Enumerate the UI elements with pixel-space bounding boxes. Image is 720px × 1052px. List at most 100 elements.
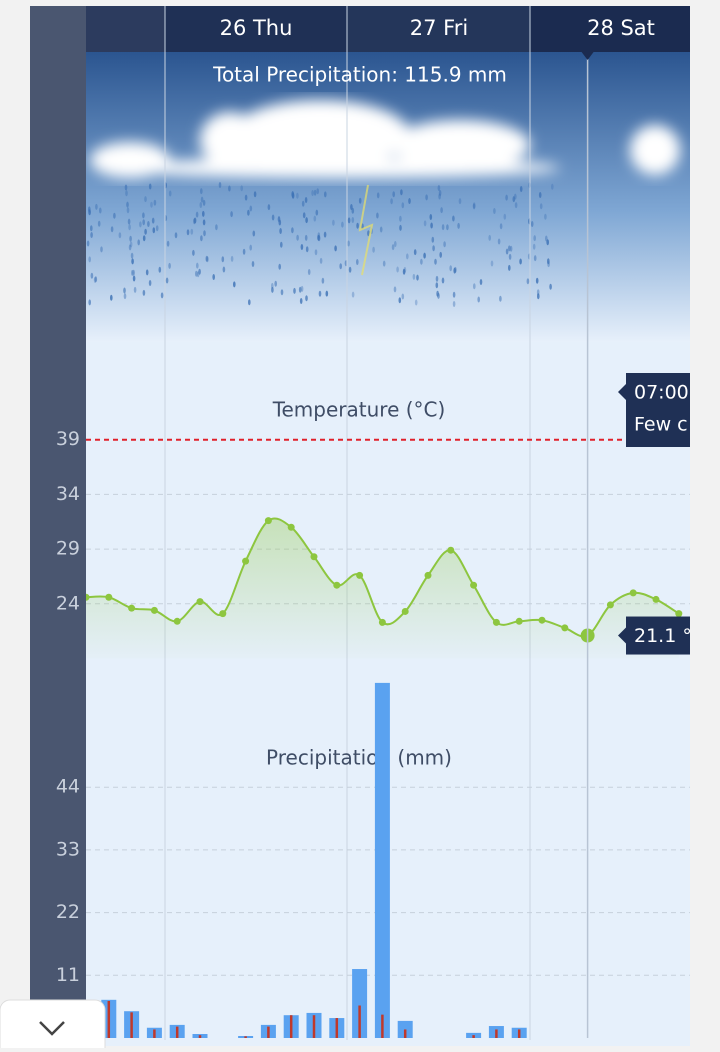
raindrop xyxy=(142,219,145,226)
raindrop xyxy=(218,182,222,188)
precipitation-sub-bar xyxy=(130,1012,133,1038)
raindrop xyxy=(314,249,318,256)
raindrop xyxy=(212,274,215,280)
raindrop xyxy=(249,205,253,212)
precipitation-sub-bar xyxy=(403,1029,407,1038)
raindrop xyxy=(493,208,496,214)
temperature-point xyxy=(173,617,181,625)
raindrop xyxy=(90,272,94,279)
raindrop xyxy=(202,219,206,226)
raindrop xyxy=(152,227,156,234)
sky xyxy=(86,52,690,342)
temperature-point xyxy=(561,624,569,632)
raindrop xyxy=(291,191,295,198)
raindrop xyxy=(509,245,513,252)
raindrop xyxy=(402,268,406,275)
raindrop xyxy=(247,209,250,216)
y-tick-label: 22 xyxy=(56,901,80,923)
temperature-point xyxy=(333,581,341,589)
raindrop xyxy=(505,248,509,255)
precipitation-sub-bar xyxy=(175,1026,179,1038)
temperature-point xyxy=(219,610,227,618)
tooltip-arrow xyxy=(618,384,626,400)
raindrop xyxy=(443,241,446,248)
raindrop xyxy=(304,197,308,203)
raindrop xyxy=(347,240,350,247)
temperature-point xyxy=(310,553,318,561)
raindrop xyxy=(435,282,439,289)
chart-title: Temperature (°C) xyxy=(272,398,446,422)
raindrop xyxy=(228,185,231,192)
raindrop xyxy=(125,190,128,197)
raindrop xyxy=(472,203,476,210)
raindrop xyxy=(145,269,149,276)
raindrop xyxy=(551,183,554,190)
raindrop xyxy=(118,232,122,239)
raindrop xyxy=(323,231,327,238)
raindrop xyxy=(291,227,294,234)
precipitation-sub-bar xyxy=(358,1005,361,1038)
raindrop xyxy=(279,228,282,234)
raindrop xyxy=(549,283,552,290)
tooltip-arrow xyxy=(618,627,626,644)
raindrop xyxy=(153,199,157,206)
raindrop xyxy=(186,229,190,236)
raindrop xyxy=(198,268,201,275)
raindrop xyxy=(95,203,98,210)
header-cell xyxy=(530,6,690,52)
raindrop xyxy=(249,244,252,251)
raindrop xyxy=(499,223,503,230)
raindrop xyxy=(458,198,462,205)
raindrop xyxy=(215,224,218,231)
raindrop xyxy=(190,228,194,235)
raindrop xyxy=(452,215,455,222)
raindrop xyxy=(130,252,134,259)
raindrop xyxy=(437,185,441,191)
raindrop xyxy=(142,289,146,296)
raindrop xyxy=(376,212,379,219)
bottom-tab[interactable] xyxy=(0,999,106,1052)
raindrop xyxy=(473,283,476,290)
raindrop xyxy=(324,191,327,198)
day-label: 28 Sat xyxy=(587,16,655,40)
precipitation-sub-bar xyxy=(267,1026,270,1038)
precipitation-sub-bar xyxy=(381,1014,384,1038)
raindrop xyxy=(158,266,162,273)
raindrop xyxy=(200,235,203,242)
raindrop xyxy=(348,266,352,273)
temperature-point xyxy=(356,571,364,579)
raindrop xyxy=(196,262,199,269)
raindrop xyxy=(124,184,128,191)
raindrop xyxy=(313,189,317,196)
raindrop xyxy=(423,220,427,227)
raindrop xyxy=(351,291,355,298)
raindrop xyxy=(452,301,456,307)
raindrop xyxy=(142,212,145,219)
temperature-point xyxy=(606,601,614,609)
temperature-point xyxy=(86,593,90,601)
raindrop xyxy=(544,213,547,220)
precipitation-sub-bar xyxy=(495,1029,498,1038)
raindrop xyxy=(144,196,147,203)
raindrop xyxy=(434,258,437,265)
collapse-tab[interactable] xyxy=(0,999,106,1052)
temperature-point xyxy=(242,557,250,565)
raindrop xyxy=(221,256,225,263)
raindrop xyxy=(304,234,308,241)
precipitation-sub-bar xyxy=(312,1015,316,1038)
raindrop xyxy=(316,188,320,195)
raindrop xyxy=(430,222,433,229)
tooltip-box xyxy=(626,373,690,447)
raindrop xyxy=(202,210,205,217)
raindrop xyxy=(532,243,536,250)
raindrop xyxy=(350,204,353,210)
raindrop xyxy=(296,192,299,199)
raindrop xyxy=(399,224,402,231)
raindrop xyxy=(280,241,283,248)
raindrop xyxy=(526,278,530,285)
raindrop xyxy=(372,246,375,253)
raindrop xyxy=(129,241,133,248)
raindrop xyxy=(505,194,508,201)
raindrop xyxy=(280,289,284,296)
